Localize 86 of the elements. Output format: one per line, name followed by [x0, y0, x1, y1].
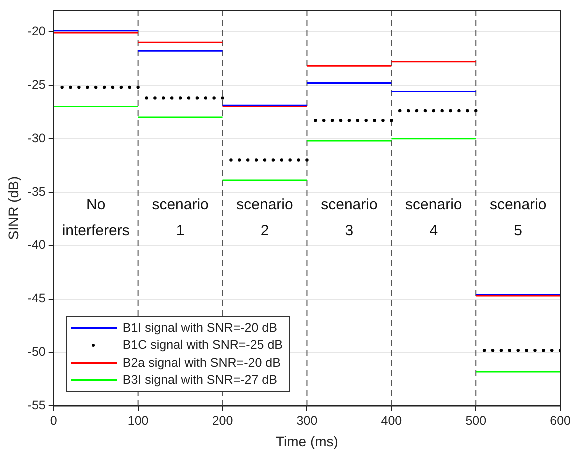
point: [128, 86, 132, 90]
point: [238, 158, 242, 162]
point: [196, 96, 200, 100]
point: [170, 96, 174, 100]
point: [288, 158, 292, 162]
y-tick-label: -40: [28, 238, 46, 252]
point: [111, 86, 115, 90]
point: [154, 96, 157, 100]
x-tick-label: 200: [212, 414, 234, 428]
annotation: scenario 1: [152, 196, 209, 240]
point: [212, 96, 216, 100]
point: [390, 119, 394, 122]
point: [78, 86, 81, 90]
legend-label: B2a signal with SNR=-20 dB: [122, 356, 281, 370]
point: [280, 158, 284, 162]
annotation: scenario 4: [406, 196, 462, 240]
point: [246, 158, 250, 162]
point: [356, 119, 360, 122]
point: [491, 348, 495, 352]
point: [348, 119, 352, 122]
y-tick-label: -25: [28, 78, 46, 92]
point: [534, 348, 537, 352]
point: [254, 158, 258, 162]
point: [500, 348, 504, 352]
y-tick-label: -35: [28, 184, 46, 199]
point: [424, 109, 428, 113]
point: [221, 96, 224, 100]
point: [458, 109, 461, 113]
x-tick-label: 0: [50, 414, 58, 428]
x-tick-label: 300: [296, 414, 318, 428]
legend-label: B1I signal with SNR=-20 dB: [122, 320, 278, 335]
point: [204, 96, 208, 100]
point: [440, 109, 444, 113]
point: [466, 109, 470, 113]
point: [474, 109, 478, 113]
point: [516, 348, 520, 352]
point: [415, 109, 419, 113]
point: [364, 119, 368, 122]
legend-label: B3I signal with SNR=-27 dB: [122, 373, 278, 388]
point: [86, 86, 90, 90]
point: [60, 86, 64, 90]
point: [162, 96, 166, 100]
point: [322, 119, 326, 122]
point: [330, 119, 334, 122]
point: [306, 158, 309, 162]
point: [449, 109, 452, 113]
point: [136, 86, 140, 90]
legend-label: B1C signal with SNR=-25 dB: [122, 338, 284, 352]
point: [550, 348, 554, 352]
annotation: scenario 2: [236, 196, 294, 240]
point: [145, 96, 148, 100]
point: [432, 109, 436, 113]
point: [69, 86, 72, 90]
point: [94, 86, 98, 90]
point: [230, 158, 233, 162]
y-tick-label: -45: [28, 292, 46, 306]
annotation: No interferers: [62, 196, 130, 240]
y-axis-title: SINR (dB): [5, 176, 22, 240]
point: [482, 348, 486, 352]
point: [102, 86, 106, 90]
annotation: scenario 5: [490, 196, 547, 240]
point: [339, 119, 343, 122]
y-tick-label: -50: [28, 345, 46, 360]
point: [382, 119, 385, 122]
point: [120, 86, 124, 90]
annotation: scenario 3: [321, 196, 378, 240]
point: [508, 348, 512, 352]
y-tick-label: -20: [28, 24, 46, 38]
point: [272, 158, 276, 162]
x-tick-label: 100: [128, 414, 149, 428]
point: [263, 158, 267, 162]
x-tick-label: 500: [466, 414, 487, 428]
point: [314, 119, 318, 122]
y-tick-label: -30: [28, 131, 46, 146]
point: [542, 348, 546, 352]
point: [373, 119, 376, 122]
point: [178, 96, 182, 100]
point: [398, 109, 402, 113]
point: [187, 96, 191, 100]
point: [297, 158, 300, 162]
y-tick-label: -55: [28, 398, 46, 413]
point: [525, 348, 528, 352]
x-axis-title: Time (ms): [276, 433, 338, 450]
point: [406, 109, 410, 113]
x-tick-label: 600: [550, 414, 572, 428]
x-tick-label: 400: [381, 414, 402, 428]
